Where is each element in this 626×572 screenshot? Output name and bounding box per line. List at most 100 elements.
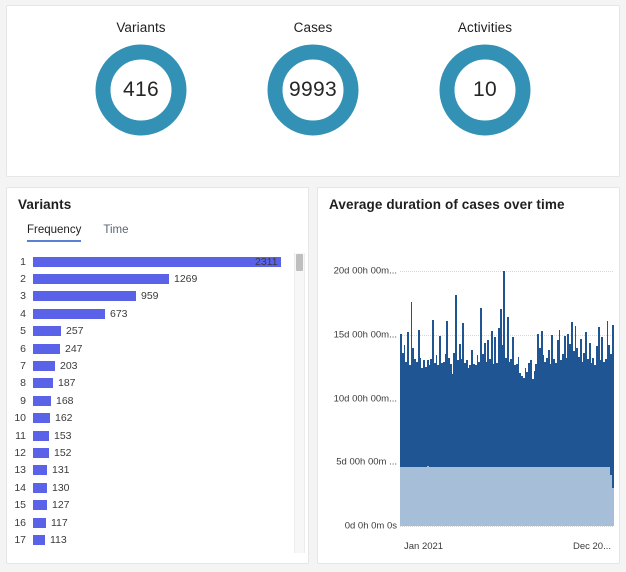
duration-chart-column[interactable]: [585, 252, 588, 526]
duration-chart-column[interactable]: [474, 252, 477, 526]
duration-chart-column[interactable]: [460, 252, 463, 526]
duration-chart-column[interactable]: [444, 252, 447, 526]
duration-chart-column[interactable]: [556, 252, 559, 526]
duration-chart-column[interactable]: [492, 252, 495, 526]
duration-chart-column[interactable]: [572, 252, 575, 526]
duration-chart-column[interactable]: [517, 252, 520, 526]
duration-chart-column[interactable]: [471, 252, 474, 526]
duration-chart-column[interactable]: [519, 252, 522, 526]
variant-bar[interactable]: [33, 256, 281, 267]
duration-chart-column[interactable]: [499, 252, 502, 526]
variant-bar-row[interactable]: 16 117: [7, 514, 292, 531]
duration-chart-column[interactable]: [503, 252, 506, 526]
duration-chart-column[interactable]: [435, 252, 438, 526]
duration-chart-column[interactable]: [457, 252, 459, 526]
variant-bar-row[interactable]: 15 127: [7, 496, 292, 513]
duration-chart-column[interactable]: [533, 252, 536, 526]
duration-chart-column[interactable]: [489, 252, 491, 526]
duration-chart-column[interactable]: [610, 252, 612, 526]
duration-chart-column[interactable]: [433, 252, 436, 526]
duration-chart-column[interactable]: [597, 252, 600, 526]
duration-chart-column[interactable]: [508, 252, 511, 526]
duration-chart-column[interactable]: [563, 252, 566, 526]
duration-chart-column[interactable]: [424, 252, 427, 526]
duration-chart-column[interactable]: [599, 252, 602, 526]
duration-chart-column[interactable]: [449, 252, 452, 526]
duration-chart-column[interactable]: [583, 252, 586, 526]
duration-chart-column[interactable]: [544, 252, 547, 526]
variant-bar-row[interactable]: 6 247: [7, 340, 292, 357]
duration-chart-column[interactable]: [421, 252, 424, 526]
variant-bar[interactable]: [33, 517, 46, 528]
duration-chart-column[interactable]: [522, 252, 525, 526]
variant-bar-row[interactable]: 2 1269: [7, 270, 292, 287]
duration-chart-column[interactable]: [437, 252, 440, 526]
variants-scrollbar[interactable]: [294, 253, 305, 553]
duration-chart-column[interactable]: [587, 252, 589, 526]
duration-chart-column[interactable]: [601, 252, 604, 526]
duration-chart-column[interactable]: [514, 252, 516, 526]
duration-chart-column[interactable]: [405, 252, 408, 526]
duration-chart-column[interactable]: [553, 252, 555, 526]
variant-bar-row[interactable]: 10 162: [7, 410, 292, 427]
variant-bar[interactable]: [33, 274, 169, 285]
duration-chart-column[interactable]: [537, 252, 539, 526]
duration-chart-column[interactable]: [578, 252, 580, 526]
duration-chart-column[interactable]: [497, 252, 500, 526]
variant-bar[interactable]: [33, 430, 49, 441]
variant-bar-row[interactable]: 8 187: [7, 375, 292, 392]
variant-bar[interactable]: [33, 361, 55, 372]
duration-chart-column[interactable]: [547, 252, 550, 526]
duration-chart-column[interactable]: [549, 252, 552, 526]
duration-chart-column[interactable]: [442, 252, 445, 526]
duration-chart-column[interactable]: [414, 252, 417, 526]
duration-chart-column[interactable]: [483, 252, 486, 526]
duration-chart-column[interactable]: [595, 252, 598, 526]
duration-chart-column[interactable]: [590, 252, 593, 526]
duration-chart-column[interactable]: [490, 252, 493, 526]
duration-chart-column[interactable]: [501, 252, 504, 526]
duration-chart-column[interactable]: [451, 252, 454, 526]
duration-chart-column[interactable]: [464, 252, 466, 526]
duration-chart-column[interactable]: [412, 252, 415, 526]
duration-chart-column[interactable]: [592, 252, 595, 526]
duration-chart-column[interactable]: [403, 252, 406, 526]
duration-chart-column[interactable]: [540, 252, 543, 526]
duration-chart-column[interactable]: [531, 252, 534, 526]
duration-chart-column[interactable]: [408, 252, 411, 526]
variant-bar-row[interactable]: 7 203: [7, 357, 292, 374]
duration-chart-column[interactable]: [410, 252, 413, 526]
variant-bar[interactable]: [33, 395, 51, 406]
duration-chart-column[interactable]: [512, 252, 514, 526]
duration-chart-column[interactable]: [558, 252, 561, 526]
duration-chart-column[interactable]: [574, 252, 577, 526]
variant-bar[interactable]: [33, 465, 47, 476]
variant-bar[interactable]: [33, 343, 60, 354]
duration-chart-column[interactable]: [571, 252, 573, 526]
duration-chart-column[interactable]: [480, 252, 482, 526]
duration-chart-column[interactable]: [569, 252, 571, 526]
duration-chart-column[interactable]: [462, 252, 465, 526]
variants-scrollbar-thumb[interactable]: [296, 254, 303, 271]
duration-chart-column[interactable]: [546, 252, 548, 526]
variant-bar-row[interactable]: 4 673: [7, 305, 292, 322]
tab-time[interactable]: Time: [103, 224, 129, 236]
duration-chart-column[interactable]: [423, 252, 425, 526]
duration-chart-column[interactable]: [458, 252, 461, 526]
duration-chart-column[interactable]: [603, 252, 605, 526]
variant-bar-row[interactable]: 14 130: [7, 479, 292, 496]
variant-bar-row[interactable]: 11 153: [7, 427, 292, 444]
variant-bar-row[interactable]: 13 131: [7, 462, 292, 479]
duration-chart-column[interactable]: [448, 252, 450, 526]
variant-bar-row[interactable]: 9 168: [7, 392, 292, 409]
variant-bar-row[interactable]: 5 257: [7, 323, 292, 340]
variant-bar[interactable]: [33, 308, 105, 319]
duration-chart-column[interactable]: [481, 252, 484, 526]
duration-chart-column[interactable]: [485, 252, 488, 526]
duration-chart-column[interactable]: [562, 252, 564, 526]
duration-chart-column[interactable]: [611, 252, 614, 526]
variant-bar[interactable]: [33, 447, 49, 458]
duration-chart-column[interactable]: [567, 252, 570, 526]
duration-chart-column[interactable]: [419, 252, 422, 526]
duration-chart-column[interactable]: [565, 252, 568, 526]
